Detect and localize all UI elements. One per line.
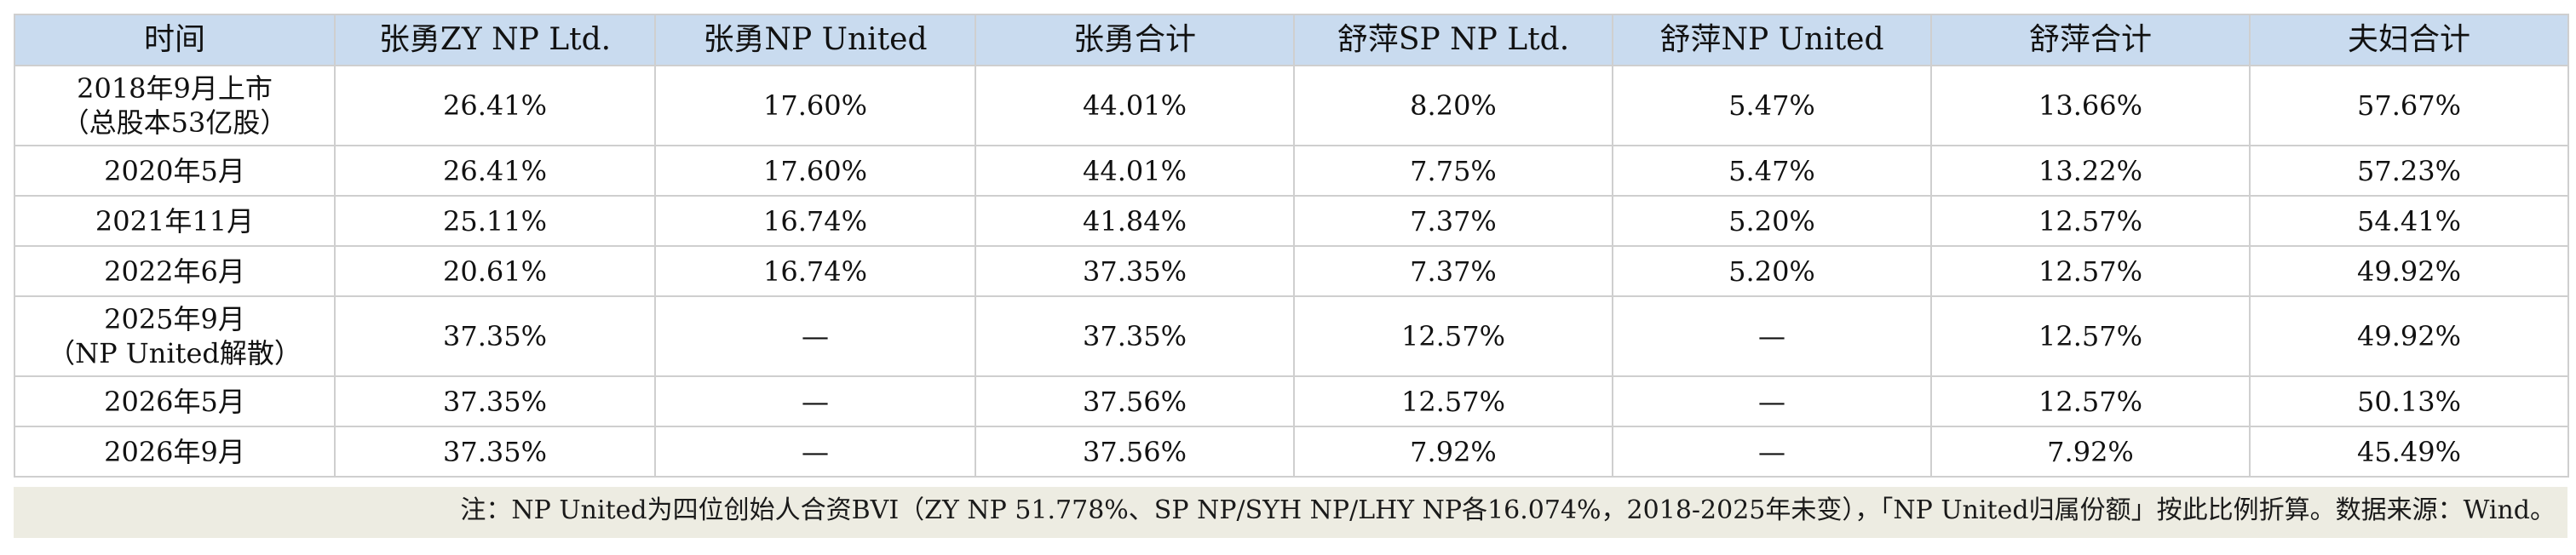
header-zy-np-united: 张勇NP United	[654, 14, 976, 66]
header-zy-np-ltd: 张勇ZY NP Ltd.	[334, 14, 656, 66]
time-cell: 2025年9月 （NP United解散）	[14, 295, 336, 377]
time-line-1: 2018年9月上市	[77, 72, 273, 105]
value-cell: —	[654, 375, 976, 427]
value-cell: 57.67%	[2249, 65, 2569, 146]
footnote: 注：NP United为四位创始人合资BVI（ZY NP 51.778%、SP …	[14, 487, 2567, 538]
value-cell: 13.22%	[1930, 145, 2251, 197]
time-cell: 2018年9月上市 （总股本53亿股）	[14, 65, 336, 146]
value-cell: —	[1612, 295, 1932, 377]
table-row: 2025年9月 （NP United解散） 37.35% — 37.35% 12…	[14, 295, 2569, 377]
value-cell: 41.84%	[975, 195, 1295, 247]
value-cell: 25.11%	[334, 195, 656, 247]
header-sp-total: 舒萍合计	[1930, 14, 2251, 66]
header-sp-np-ltd: 舒萍SP NP Ltd.	[1293, 14, 1613, 66]
value-cell: 26.41%	[334, 65, 656, 146]
value-cell: 20.61%	[334, 245, 656, 297]
value-cell: 12.57%	[1293, 295, 1613, 377]
table-row: 2018年9月上市 （总股本53亿股） 26.41% 17.60% 44.01%…	[14, 65, 2569, 146]
time-cell: 2022年6月	[14, 245, 336, 297]
value-cell: 37.56%	[975, 426, 1295, 478]
value-cell: 26.41%	[334, 145, 656, 197]
value-cell: 49.92%	[2249, 295, 2569, 377]
table-row: 2020年5月 26.41% 17.60% 44.01% 7.75% 5.47%…	[14, 145, 2569, 197]
value-cell: 54.41%	[2249, 195, 2569, 247]
value-cell: 50.13%	[2249, 375, 2569, 427]
value-cell: 12.57%	[1930, 375, 2251, 427]
table-row: 2026年9月 37.35% — 37.56% 7.92% — 7.92% 45…	[14, 426, 2569, 478]
time-cell: 2021年11月	[14, 195, 336, 247]
value-cell: 16.74%	[654, 195, 976, 247]
time-line-2: （总股本53亿股）	[61, 106, 288, 139]
value-cell: 7.92%	[1293, 426, 1613, 478]
value-cell: 12.57%	[1293, 375, 1613, 427]
value-cell: 37.56%	[975, 375, 1295, 427]
value-cell: —	[654, 426, 976, 478]
header-zy-total: 张勇合计	[975, 14, 1295, 66]
value-cell: 7.37%	[1293, 245, 1613, 297]
value-cell: 44.01%	[975, 65, 1295, 146]
value-cell: 49.92%	[2249, 245, 2569, 297]
header-time: 时间	[14, 14, 336, 66]
time-line-2: （NP United解散）	[48, 337, 302, 369]
value-cell: 7.37%	[1293, 195, 1613, 247]
value-cell: —	[1612, 375, 1932, 427]
value-cell: 37.35%	[334, 375, 656, 427]
value-cell: 12.57%	[1930, 245, 2251, 297]
shareholding-table-container: 时间 张勇ZY NP Ltd. 张勇NP United 张勇合计 舒萍SP NP…	[14, 14, 2569, 478]
value-cell: 37.35%	[334, 426, 656, 478]
value-cell: 37.35%	[975, 295, 1295, 377]
value-cell: 13.66%	[1930, 65, 2251, 146]
time-cell: 2020年5月	[14, 145, 336, 197]
time-line-1: 2025年9月	[104, 303, 245, 335]
value-cell: 8.20%	[1293, 65, 1613, 146]
table-row: 2026年5月 37.35% — 37.56% 12.57% — 12.57% …	[14, 375, 2569, 427]
value-cell: 7.92%	[1930, 426, 2251, 478]
header-sp-np-united: 舒萍NP United	[1612, 14, 1932, 66]
value-cell: 37.35%	[975, 245, 1295, 297]
value-cell: 5.20%	[1612, 195, 1932, 247]
value-cell: 17.60%	[654, 145, 976, 197]
value-cell: —	[654, 295, 976, 377]
time-cell: 2026年5月	[14, 375, 336, 427]
value-cell: 37.35%	[334, 295, 656, 377]
time-cell: 2026年9月	[14, 426, 336, 478]
header-couple-total: 夫妇合计	[2249, 14, 2569, 66]
value-cell: —	[1612, 426, 1932, 478]
value-cell: 12.57%	[1930, 295, 2251, 377]
value-cell: 17.60%	[654, 65, 976, 146]
value-cell: 12.57%	[1930, 195, 2251, 247]
value-cell: 16.74%	[654, 245, 976, 297]
table-header: 时间 张勇ZY NP Ltd. 张勇NP United 张勇合计 舒萍SP NP…	[14, 14, 2569, 66]
value-cell: 44.01%	[975, 145, 1295, 197]
value-cell: 45.49%	[2249, 426, 2569, 478]
value-cell: 5.20%	[1612, 245, 1932, 297]
table-row: 2021年11月 25.11% 16.74% 41.84% 7.37% 5.20…	[14, 195, 2569, 247]
shareholding-table: 时间 张勇ZY NP Ltd. 张勇NP United 张勇合计 舒萍SP NP…	[14, 14, 2569, 478]
table-body: 2018年9月上市 （总股本53亿股） 26.41% 17.60% 44.01%…	[14, 65, 2569, 478]
value-cell: 5.47%	[1612, 145, 1932, 197]
value-cell: 5.47%	[1612, 65, 1932, 146]
header-row: 时间 张勇ZY NP Ltd. 张勇NP United 张勇合计 舒萍SP NP…	[14, 14, 2569, 66]
value-cell: 7.75%	[1293, 145, 1613, 197]
table-row: 2022年6月 20.61% 16.74% 37.35% 7.37% 5.20%…	[14, 245, 2569, 297]
value-cell: 57.23%	[2249, 145, 2569, 197]
